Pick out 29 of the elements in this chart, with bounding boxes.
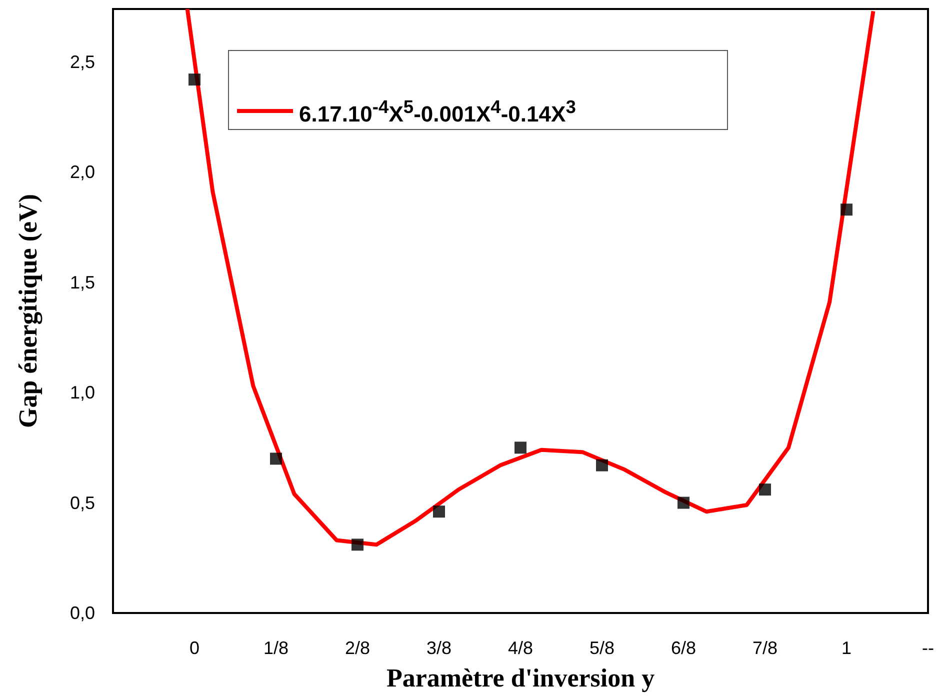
x-tick-label: -- [922,638,934,658]
line-series [185,7,876,547]
x-tick-label: 1/8 [263,638,289,658]
point [188,74,200,86]
y-tick-label: 2,5 [70,52,95,72]
point [759,484,771,496]
y-tick-label: 1,0 [70,382,95,403]
point [596,459,608,472]
point [514,442,526,454]
point [433,506,445,518]
x-tick-label: 6/8 [670,638,696,658]
point [270,452,282,465]
x-tick-label: 4/8 [508,638,534,658]
y-tick-label: 1,5 [70,272,95,292]
point [352,538,364,551]
x-tick-label: 0 [189,638,200,658]
point [840,204,852,216]
x-tick-label: 1 [841,638,852,658]
y-tick-label: 2,0 [70,162,95,182]
x-tick-label: 7/8 [752,638,778,658]
point [678,496,690,509]
x-axis-title: Paramètre d'inversion y [386,664,655,692]
x-tick-label: 5/8 [589,638,615,658]
y-tick-label: 0,5 [70,492,95,513]
x-tick-label: 2/8 [344,638,370,658]
x-tick-label: 3/8 [426,638,452,658]
legend-label: 6.17.10$^{-4}$X$^{5}$-0.001X$^{4}$-0.14X$^{3}$ [299,95,576,126]
y-axis-title: Gap énergitique (eV) [14,194,42,428]
y-tick-label: 0,0 [70,603,95,623]
